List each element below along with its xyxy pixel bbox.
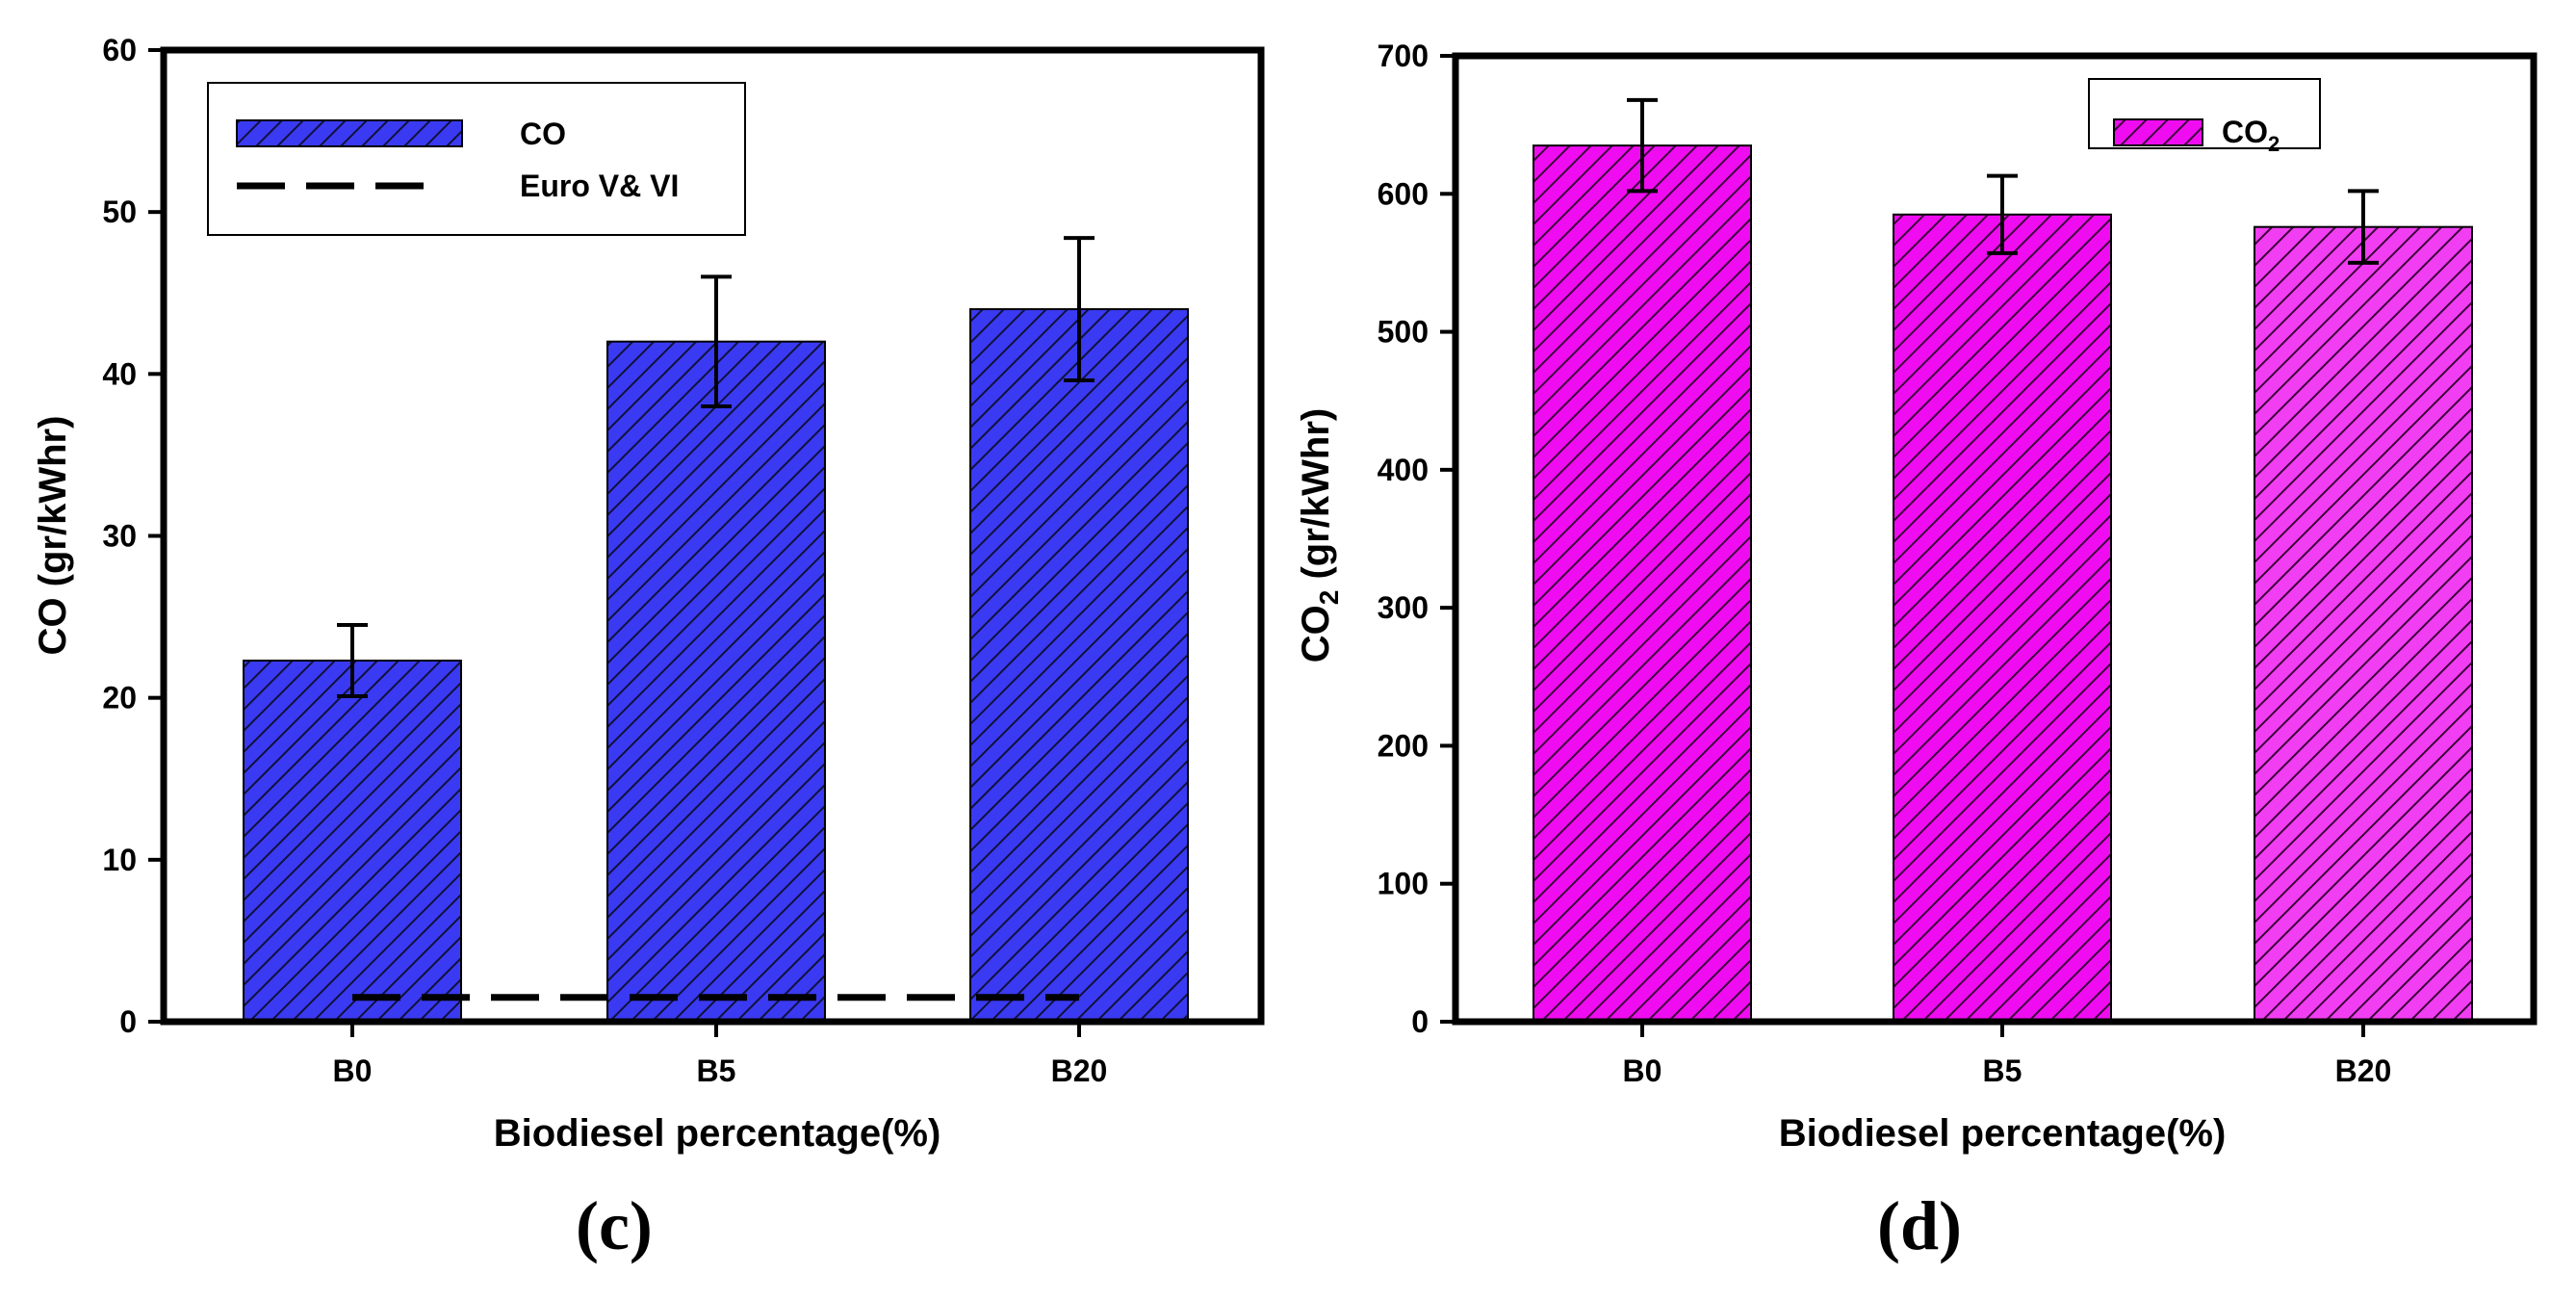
c-y-tick-label: 30 (102, 519, 137, 554)
co2-x-axis-label: Biodiesel percentage(%) (1779, 1112, 2227, 1155)
co-legend-box (207, 82, 746, 236)
d-bar-b5 (1893, 213, 2112, 1023)
d-y-tick-label: 200 (1378, 728, 1429, 763)
d-y-tick-label: 0 (1411, 1004, 1429, 1039)
d-y-tick-label: 700 (1378, 39, 1429, 73)
c-y-tick-label: 50 (102, 195, 137, 229)
co2-chart-panel: 0 100 200 300 400 500 600 700 B0 B5 B20 CO2 (gr/k… (1295, 39, 2537, 1155)
co2-y-axis-label: CO2 (gr/kWhr) (1295, 408, 1344, 663)
co-chart-panel: 0 10 20 30 40 50 60 B0 B5 B20 CO (gr/kWhr) Biodi… (32, 33, 1265, 1155)
euro-legend-label: Euro V& VI (520, 169, 679, 203)
c-x-tick-label: B5 (697, 1053, 736, 1088)
c-y-tick-label: 10 (102, 843, 137, 877)
c-y-tick-label: 0 (119, 1004, 137, 1039)
d-bar-b0 (1533, 144, 1752, 1023)
c-error-bar-b5 (701, 274, 732, 408)
d-x-tick-label: B0 (1623, 1053, 1662, 1088)
co2-error-bars (1627, 97, 2379, 265)
co-x-axis-label: Biodiesel percentage(%) (494, 1112, 941, 1155)
co2-legend-label: CO2 (2222, 115, 2280, 156)
c-x-tick-label: B20 (1051, 1053, 1108, 1088)
c-bar-b0 (243, 659, 462, 1023)
co-legend-swatch (236, 119, 463, 147)
d-x-tick-label: B5 (1983, 1053, 2022, 1088)
co-legend-label: CO (520, 117, 566, 151)
c-y-tick-label: 60 (102, 33, 137, 67)
c-bar-b20 (969, 308, 1189, 1024)
d-x-tick-label: B20 (2335, 1053, 2392, 1088)
c-error-bar-b0 (337, 622, 368, 698)
panel-label-d: (d) (1877, 1187, 1962, 1264)
d-y-tick-label: 300 (1378, 590, 1429, 625)
co-y-ticks: 0 10 20 30 40 50 60 (102, 33, 164, 1039)
d-y-tick-label: 100 (1378, 867, 1429, 901)
co2-y-ticks: 0 100 200 300 400 500 600 700 (1378, 39, 1455, 1039)
d-error-bar-b5 (1987, 173, 2018, 255)
c-error-bar-b20 (1064, 236, 1095, 383)
panel-label-c: (c) (576, 1187, 653, 1264)
co2-plot-frame (1452, 52, 2537, 1026)
d-y-tick-label: 500 (1378, 315, 1429, 350)
c-bar-b5 (606, 340, 826, 1023)
c-y-tick-label: 40 (102, 356, 137, 391)
co-bars (243, 308, 1189, 1024)
c-x-tick-label: B0 (333, 1053, 373, 1088)
d-y-tick-label: 400 (1378, 453, 1429, 487)
co2-x-ticks: B0 B5 B20 (1623, 1022, 2392, 1088)
co-x-ticks: B0 B5 B20 (333, 1022, 1108, 1088)
d-error-bar-b0 (1627, 97, 1658, 194)
c-y-tick-label: 20 (102, 681, 137, 715)
co2-legend-swatch (2113, 118, 2203, 146)
co-legend: CO Euro V& VI (207, 82, 746, 236)
d-bar-b20 (2254, 225, 2473, 1024)
co-y-axis-label: CO (gr/kWhr) (32, 416, 74, 656)
co2-legend: CO2 (2088, 78, 2321, 156)
co2-bars (1533, 144, 2473, 1024)
co-error-bars (337, 236, 1095, 698)
d-error-bar-b20 (2348, 189, 2379, 265)
d-y-tick-label: 600 (1378, 176, 1429, 211)
